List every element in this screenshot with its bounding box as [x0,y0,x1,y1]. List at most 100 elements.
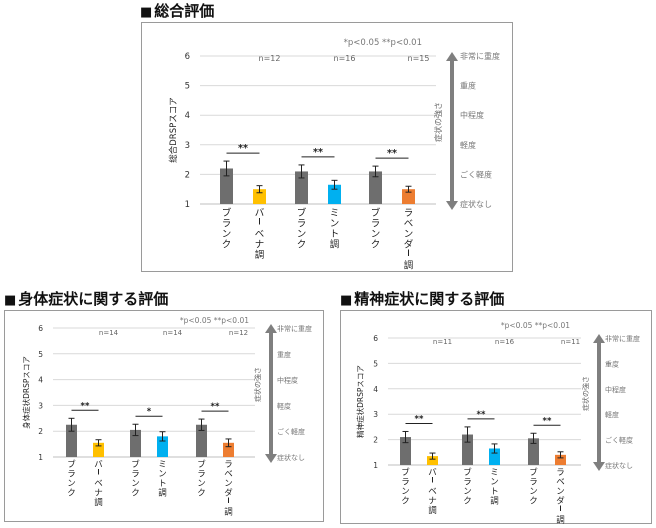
label-char: ミ [490,468,499,478]
y-tick-label: 5 [185,82,190,92]
label-char: ナ [94,489,103,499]
severity-level-label: 軽度 [277,401,291,410]
heading-marker: ■ [4,293,17,308]
severity-level-label: 症状なし [277,453,305,462]
severity-level-label: ごく軽度 [460,169,492,179]
severity-arrow-head-up [265,324,277,333]
label-char: ン [404,229,414,240]
label-char: 調 [255,249,265,261]
label-char: ラ [401,478,410,488]
severity-level-label: ごく軽度 [277,427,305,436]
label-char: ラ [131,470,140,480]
y-tick-label: 1 [38,453,43,462]
significance-stars: ** [313,147,323,158]
bar [253,189,266,204]
label-char: ン [463,487,472,497]
sample-size-label: n=11 [561,338,580,346]
bar [220,168,233,204]
heading-marker: ■ [340,293,353,308]
severity-level-label: 中程度 [605,385,626,394]
sample-size-label: n=12 [259,54,281,63]
severity-arrow-head-up [446,52,458,61]
label-char: ミ [330,208,340,219]
label-char: ク [401,497,410,507]
label-char: ベ [224,470,233,480]
severity-level-label: 重度 [460,81,476,91]
sample-size-label: n=14 [163,329,183,337]
label-char: ン [224,479,233,489]
label-char: ベ [404,219,414,230]
severity-level-label: 軽度 [605,410,619,419]
label-char: ク [371,240,381,251]
y-tick-label: 5 [38,350,43,359]
label-char: ト [158,479,167,489]
chart-panel-overall: 1 2 3 4 5 6 総合DRSPスコア *p<0.05 **p<0.01 n=12 ブランクバ… [141,22,513,272]
label-char: ン [556,487,565,497]
label-char: ブ [222,207,232,219]
sample-size-label: n=14 [99,329,119,337]
bar [196,424,207,457]
bar [489,448,500,465]
bar [130,429,141,457]
significance-stars: ** [211,402,220,412]
label-char: ン [222,229,232,240]
label-char: ブ [131,459,140,470]
label-char: ナ [255,240,265,251]
label-char: 調 [224,507,233,518]
label-char: ン [158,470,167,480]
label-char: ブ [297,207,307,219]
label-char: 調 [490,496,499,507]
y-tick-label: 2 [185,170,190,180]
label-char: ラ [529,478,538,488]
y-tick-label: 6 [38,324,43,333]
label-char: ク [197,489,206,499]
y-tick-label: 2 [373,436,378,445]
significance-stars: ** [81,401,90,411]
severity-level-label: 症状なし [605,461,633,470]
severity-level-label: 非常に重度 [605,334,640,343]
chart-panel-mental: 1 2 3 4 5 6 精神症状DRSPスコア *p<0.05 **p<0.01 n=11 ブラン… [340,310,652,526]
bar [400,437,411,465]
y-tick-label: 1 [185,200,190,210]
severity-level-label: 中程度 [277,376,298,385]
severity-level-label: 軽度 [460,140,476,150]
heading-text: 総合評価 [154,2,215,20]
symptom-strength-label: 症状の強さ [433,102,443,142]
y-tick-label: 5 [373,359,378,368]
label-char: ナ [428,497,437,507]
bar [157,436,168,457]
y-tick-label: 4 [373,385,378,394]
label-char: ン [297,229,307,240]
heading-text: 精神症状に関する評価 [354,290,505,308]
label-char: ラ [556,468,565,478]
significance-stars: ** [477,410,486,420]
label-char: ン [330,219,340,230]
bar [93,442,104,457]
heading-marker: ■ [140,5,153,20]
significance-note: *p<0.05 **p<0.01 [344,38,422,48]
label-char: 調 [428,505,437,516]
sample-size-label: n=12 [229,329,248,337]
label-char: ク [463,497,472,507]
y-tick-label: 3 [185,141,190,151]
label-char: ベ [94,479,103,489]
label-char: ン [67,479,76,489]
label-char: ダ [404,239,414,251]
bar [295,171,308,204]
label-char: ブ [67,459,76,470]
label-char: ブ [197,459,206,470]
significance-note: *p<0.05 **p<0.01 [180,316,249,325]
y-axis-label: 精神症状DRSPスコア [355,365,365,438]
label-char: ブ [463,467,472,478]
label-char: ク [529,497,538,507]
